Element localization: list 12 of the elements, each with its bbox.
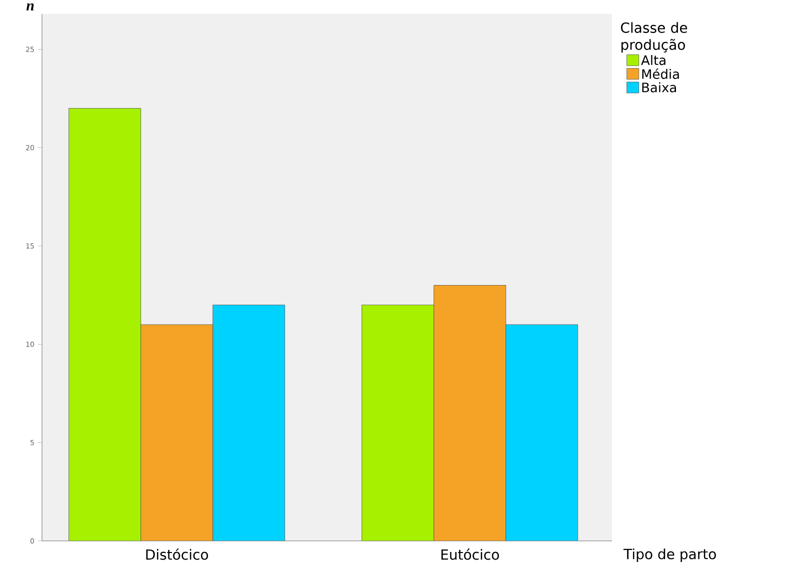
legend-title: Classe de produção — [620, 22, 688, 53]
legend-label: Média — [642, 68, 679, 80]
x-tick-label: Distócico — [146, 548, 208, 560]
x-axis-title: Tipo de parto — [623, 548, 716, 562]
x-tick-label: Eutócico — [441, 548, 499, 560]
bar — [506, 324, 578, 541]
bar — [434, 285, 506, 541]
legend-label: Baixa — [642, 82, 676, 92]
legend-label: Alta — [641, 55, 666, 66]
y-axis-title: n — [26, 3, 34, 10]
bar — [140, 324, 213, 541]
bar — [212, 304, 285, 541]
